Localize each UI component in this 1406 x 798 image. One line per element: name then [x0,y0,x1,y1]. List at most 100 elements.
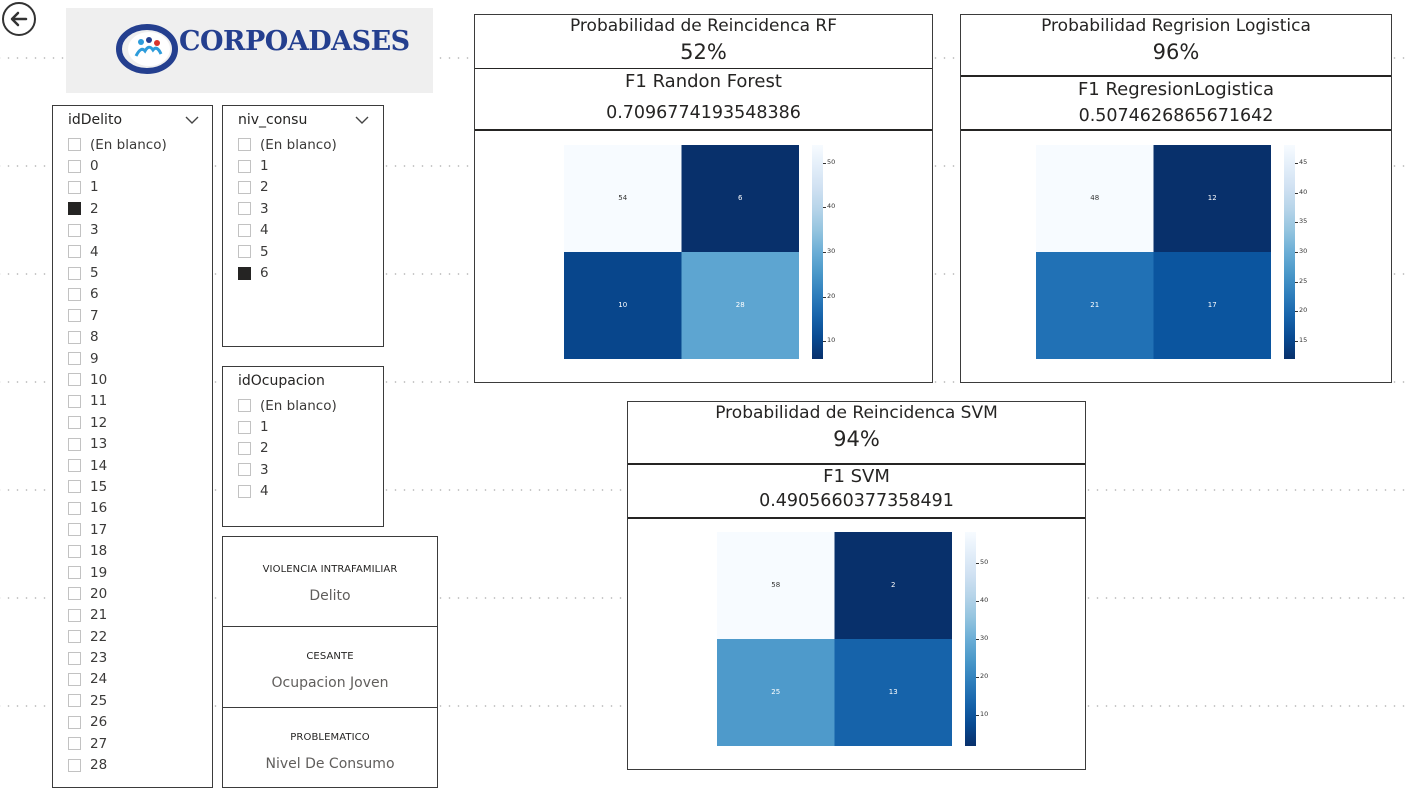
checkbox[interactable] [68,223,81,237]
checkbox[interactable] [68,737,81,751]
slicer-option[interactable]: 2 [238,438,337,459]
slicer-option[interactable]: 1 [238,416,337,437]
checkbox[interactable] [238,138,251,152]
checkbox[interactable] [68,459,81,473]
slicer-option-label: 18 [90,543,108,560]
checkbox[interactable] [68,758,81,772]
slicer-iddelito[interactable]: idDelito (En blanco) 0 1 2 3 4 5 6 7 8 9 10 11 12 13 14… [52,105,213,788]
cell-label: 28 [735,300,745,309]
checkbox[interactable] [68,287,81,301]
colorbar-tick-label: 50 [827,157,836,166]
slicer-niv-consu[interactable]: niv_consu (En blanco) 1 2 3 4 5 6 [222,105,384,347]
slicer-option[interactable]: 22 [68,626,167,647]
card-ocupacion: CESANTE Ocupacion Joven [222,626,438,708]
slicer-option[interactable]: 13 [68,433,167,454]
slicer-option[interactable]: 24 [68,669,167,690]
checkbox[interactable] [238,159,251,173]
checkbox[interactable] [68,630,81,644]
checkbox[interactable] [238,484,251,498]
checkbox[interactable] [238,245,251,259]
divider [475,68,932,69]
slicer-option[interactable]: 27 [68,733,167,754]
slicer-option[interactable]: (En blanco) [68,134,167,155]
colorbar-tick [823,296,826,298]
checkbox[interactable] [68,587,81,601]
slicer-option[interactable]: 17 [68,519,167,540]
checkbox[interactable] [68,608,81,622]
slicer-option[interactable]: 3 [238,198,337,219]
checkbox[interactable] [238,180,251,194]
checkbox[interactable] [68,266,81,280]
slicer-option[interactable]: 4 [68,241,167,262]
slicer-option[interactable]: 25 [68,690,167,711]
slicer-option[interactable]: 28 [68,754,167,775]
checkbox[interactable] [68,480,81,494]
back-button[interactable] [2,2,36,36]
slicer-option[interactable]: 11 [68,391,167,412]
chevron-down-icon[interactable] [355,116,369,125]
slicer-option[interactable]: 3 [238,459,337,480]
checkbox[interactable] [68,352,81,366]
checkbox[interactable] [68,566,81,579]
slicer-idocupacion[interactable]: idOcupacion (En blanco) 1 2 3 4 [222,366,384,527]
slicer-option[interactable]: 6 [238,262,337,283]
slicer-option[interactable]: 16 [68,498,167,519]
slicer-option[interactable]: (En blanco) [238,134,337,155]
checkbox[interactable] [68,416,81,430]
checkbox[interactable] [68,651,81,665]
checkbox[interactable] [68,202,81,216]
checkbox[interactable] [68,245,81,259]
slicer-option[interactable]: 4 [238,481,337,502]
slicer-option[interactable]: 0 [68,155,167,176]
slicer-option[interactable]: 12 [68,412,167,433]
slicer-option[interactable]: 5 [238,241,337,262]
checkbox[interactable] [68,373,81,387]
slicer-option[interactable]: 15 [68,476,167,497]
slicer-option[interactable]: 9 [68,348,167,369]
checkbox[interactable] [238,463,251,477]
slicer-option[interactable]: 4 [238,220,337,241]
checkbox[interactable] [68,715,81,729]
slicer-option[interactable]: 8 [68,327,167,348]
checkbox[interactable] [68,437,81,451]
checkbox[interactable] [238,223,251,237]
slicer-option[interactable]: (En blanco) [238,395,337,416]
slicer-option-label: 3 [260,461,269,478]
checkbox[interactable] [68,180,81,194]
slicer-option[interactable]: 10 [68,369,167,390]
divider [961,129,1391,131]
checkbox[interactable] [68,138,81,152]
slicer-option[interactable]: 21 [68,605,167,626]
checkbox[interactable] [68,330,81,344]
checkbox[interactable] [68,672,81,686]
checkbox[interactable] [238,202,251,216]
slicer-option[interactable]: 7 [68,305,167,326]
slicer-option[interactable]: 2 [238,177,337,198]
checkbox[interactable] [238,420,251,434]
checkbox[interactable] [238,266,251,280]
colorbar [1284,145,1295,359]
checkbox[interactable] [238,441,251,455]
checkbox[interactable] [68,544,81,558]
checkbox[interactable] [68,694,81,708]
slicer-option[interactable]: 2 [68,198,167,219]
checkbox[interactable] [68,309,81,323]
slicer-option[interactable]: 14 [68,455,167,476]
slicer-option[interactable]: 6 [68,284,167,305]
checkbox[interactable] [68,501,81,515]
checkbox[interactable] [238,399,251,413]
slicer-option[interactable]: 23 [68,647,167,668]
chevron-down-icon[interactable] [185,116,199,125]
slicer-option[interactable]: 19 [68,562,167,583]
slicer-option[interactable]: 3 [68,220,167,241]
slicer-option[interactable]: 1 [238,155,337,176]
slicer-option[interactable]: 5 [68,262,167,283]
slicer-option[interactable]: 20 [68,583,167,604]
checkbox[interactable] [68,394,81,408]
checkbox[interactable] [68,159,81,173]
slicer-list: (En blanco) 1 2 3 4 5 6 [238,134,337,284]
slicer-option[interactable]: 26 [68,712,167,733]
checkbox[interactable] [68,523,81,537]
slicer-option[interactable]: 1 [68,177,167,198]
slicer-option[interactable]: 18 [68,540,167,561]
